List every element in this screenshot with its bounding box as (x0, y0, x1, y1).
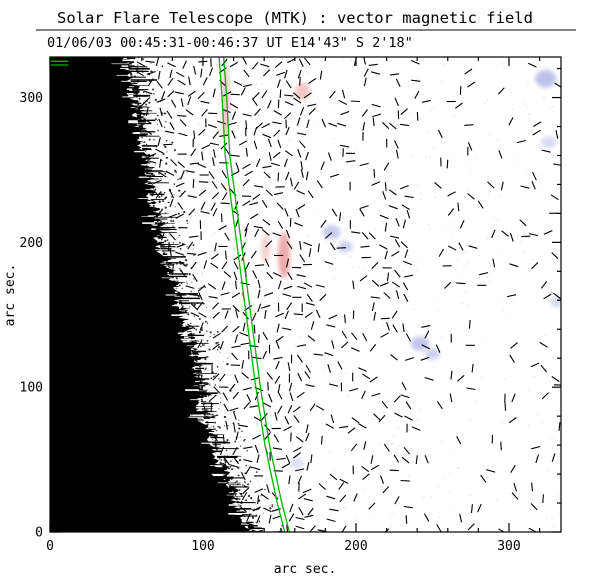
tick-labels: 0 100 200 300 0 100 200 300 (20, 91, 521, 554)
neutral-line-contour (50, 57, 291, 532)
magnetic-field-vectors (135, 57, 561, 532)
y-tick-label: 200 (20, 236, 43, 251)
y-axis-label: arc sec. (3, 264, 18, 327)
chart-subtitle: 01/06/03 00:45:31-00:46:37 UT E14'43" S … (47, 35, 413, 51)
plot-area (50, 57, 561, 532)
x-tick-label: 100 (191, 539, 214, 554)
chart-title: Solar Flare Telescope (MTK) : vector mag… (57, 9, 533, 27)
x-axis-label: arc sec. (274, 562, 337, 577)
x-tick-label: 200 (344, 539, 367, 554)
axes-frame (49, 56, 562, 533)
x-tick-label: 0 (46, 539, 54, 554)
solar-limb-region (50, 57, 284, 532)
y-tick-label: 100 (20, 381, 43, 396)
y-tick-label: 0 (35, 526, 43, 541)
x-tick-label: 300 (497, 539, 520, 554)
y-tick-label: 300 (20, 91, 43, 106)
